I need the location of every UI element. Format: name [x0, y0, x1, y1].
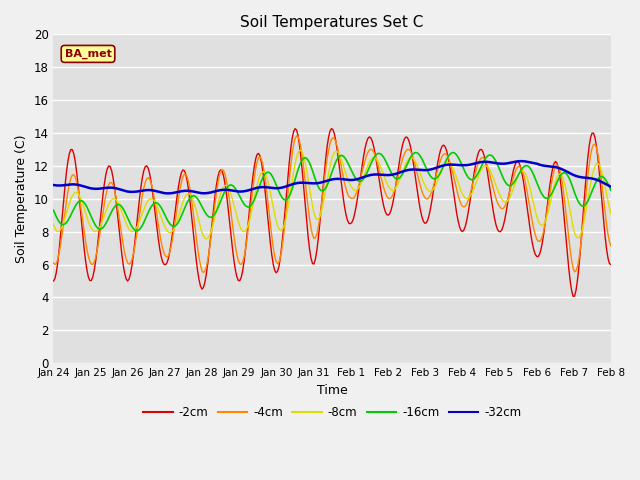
-4cm [68, 172, 76, 178]
-16cm [49, 207, 57, 213]
-2cm [607, 262, 615, 267]
-8cm [297, 147, 305, 153]
-16cm [86, 210, 93, 216]
-32cm [607, 184, 615, 190]
-16cm [533, 180, 541, 185]
-2cm [531, 252, 539, 257]
-8cm [607, 211, 615, 216]
-32cm [338, 176, 346, 182]
-32cm [449, 162, 456, 168]
Text: BA_met: BA_met [65, 49, 111, 59]
-16cm [412, 150, 420, 156]
-4cm [533, 236, 541, 242]
-8cm [450, 168, 458, 173]
Legend: -2cm, -4cm, -8cm, -16cm, -32cm: -2cm, -4cm, -8cm, -16cm, -32cm [138, 401, 526, 423]
Line: -4cm: -4cm [53, 136, 611, 273]
-32cm [49, 182, 57, 188]
-32cm [86, 185, 93, 191]
Line: -32cm: -32cm [53, 161, 611, 193]
-4cm [605, 239, 613, 245]
X-axis label: Time: Time [317, 384, 348, 397]
Title: Soil Temperatures Set C: Soil Temperatures Set C [241, 15, 424, 30]
-4cm [200, 270, 207, 276]
-2cm [569, 293, 577, 299]
-8cm [86, 222, 93, 228]
-4cm [450, 174, 458, 180]
-4cm [339, 173, 347, 179]
-4cm [86, 259, 93, 264]
-2cm [86, 277, 93, 283]
-16cm [607, 188, 615, 193]
-2cm [328, 126, 335, 132]
-4cm [607, 243, 615, 249]
-16cm [338, 153, 346, 158]
-8cm [68, 193, 76, 199]
-4cm [49, 260, 57, 266]
-8cm [533, 214, 541, 219]
-16cm [450, 150, 458, 156]
-32cm [517, 158, 525, 164]
-32cm [533, 161, 541, 167]
Line: -2cm: -2cm [53, 129, 611, 296]
-8cm [49, 221, 57, 227]
Line: -8cm: -8cm [53, 150, 611, 239]
-32cm [164, 191, 172, 196]
-32cm [68, 181, 76, 187]
Y-axis label: Soil Temperature (C): Soil Temperature (C) [15, 134, 28, 263]
-8cm [339, 162, 347, 168]
-2cm [449, 180, 456, 186]
-32cm [605, 183, 613, 189]
-4cm [292, 133, 300, 139]
-8cm [605, 205, 613, 211]
-16cm [605, 184, 613, 190]
-2cm [49, 278, 57, 284]
-8cm [202, 236, 210, 242]
-16cm [68, 209, 76, 215]
-2cm [605, 261, 613, 266]
-2cm [338, 183, 346, 189]
-2cm [68, 147, 76, 153]
-16cm [132, 228, 140, 234]
Line: -16cm: -16cm [53, 153, 611, 231]
